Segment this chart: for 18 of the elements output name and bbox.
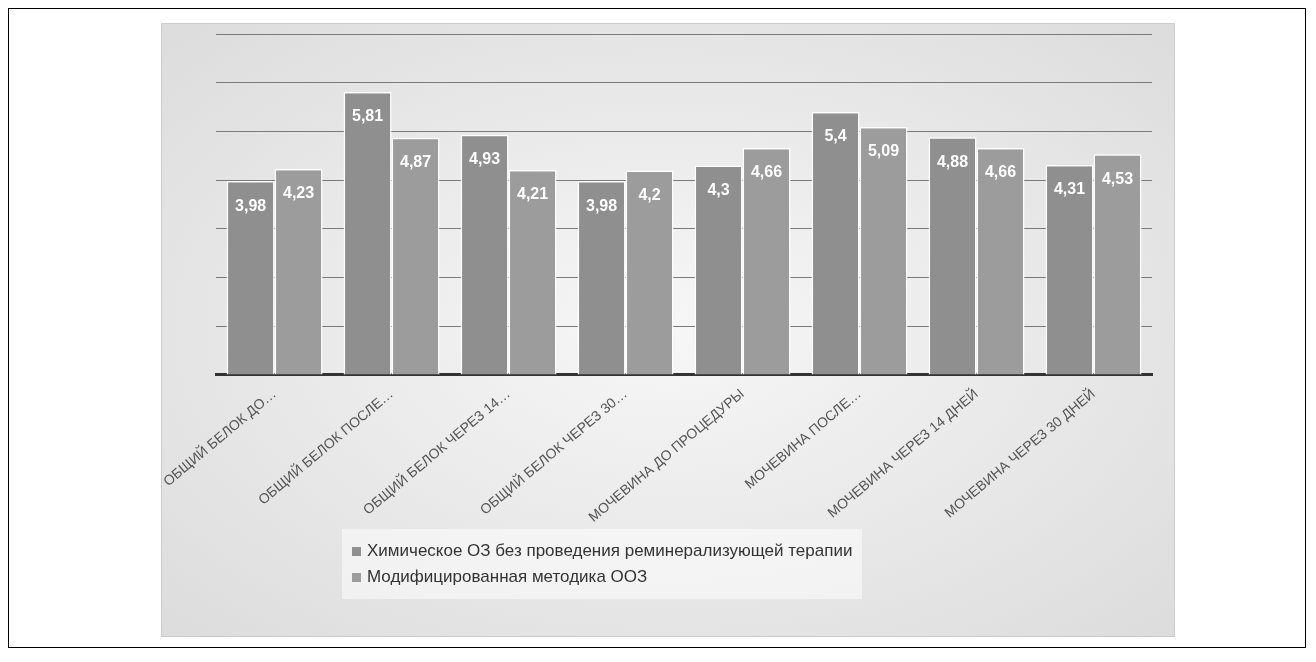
legend-label: Химическое ОЗ без проведения реминерализующей терапии xyxy=(367,541,853,561)
data-label: 5,81 xyxy=(352,107,384,125)
data-label: 4,2 xyxy=(638,185,661,203)
data-label: 4,66 xyxy=(984,163,1017,181)
data-label: 5,4 xyxy=(824,127,847,145)
data-label: 4,88 xyxy=(936,152,969,170)
data-label: 4,93 xyxy=(469,150,501,168)
data-label: 4,66 xyxy=(750,163,783,181)
data-label: 3,98 xyxy=(586,196,618,214)
data-label: 4,53 xyxy=(1101,169,1134,187)
data-label: 4,31 xyxy=(1053,180,1086,198)
legend-label: Модифицированная методика ООЗ xyxy=(367,567,648,587)
data-label: 4,87 xyxy=(399,153,432,171)
data-label: 3,98 xyxy=(235,196,267,214)
data-label: 4,21 xyxy=(516,185,549,203)
data-label: 4,3 xyxy=(707,180,730,198)
data-label: 5,09 xyxy=(867,142,900,160)
data-label: 4,23 xyxy=(283,184,315,202)
